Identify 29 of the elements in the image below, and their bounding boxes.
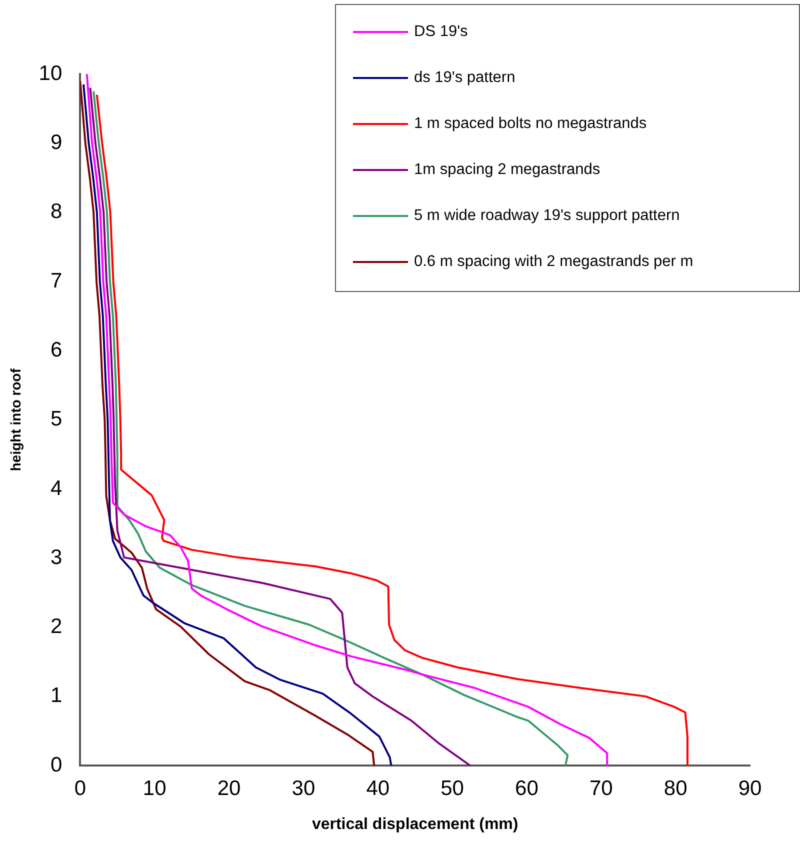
x-tick-label: 80 xyxy=(664,776,688,800)
x-tick-label: 50 xyxy=(440,776,464,800)
y-tick-label: 7 xyxy=(50,269,62,292)
y-tick-label: 2 xyxy=(50,615,62,638)
y-tick-label: 0 xyxy=(50,753,62,776)
legend-label: 1 m spaced bolts no megastrands xyxy=(414,115,647,133)
y-tick-label: 6 xyxy=(50,338,62,362)
y-tick-label: 1 xyxy=(50,684,62,708)
y-tick-label: 3 xyxy=(50,546,62,569)
x-tick-label: 10 xyxy=(142,776,166,800)
y-axis-title: height into roof xyxy=(7,368,24,472)
x-tick-label: 90 xyxy=(738,776,762,800)
x-axis-title: vertical displacement (mm) xyxy=(312,816,518,833)
y-tick-label: 4 xyxy=(50,476,62,500)
legend-label: 0.6 m spacing with 2 megastrands per m xyxy=(414,253,694,271)
x-tick-label: 30 xyxy=(292,776,316,800)
legend-label: 1m spacing 2 megastrands xyxy=(414,161,600,179)
y-tick-label: 9 xyxy=(50,130,62,154)
x-tick-label: 40 xyxy=(366,776,390,800)
legend-label: ds 19's pattern xyxy=(414,69,516,87)
y-tick-label: 10 xyxy=(38,62,62,85)
x-tick-label: 70 xyxy=(589,776,613,800)
x-tick-label: 60 xyxy=(515,776,538,800)
x-tick-label: 20 xyxy=(217,776,241,800)
x-tick-label: 0 xyxy=(74,776,86,800)
legend-label: 5 m wide roadway 19's support pattern xyxy=(414,207,680,225)
y-tick-label: 5 xyxy=(50,408,62,431)
y-tick-label: 8 xyxy=(50,200,62,224)
legend-label: DS 19's xyxy=(414,23,468,41)
